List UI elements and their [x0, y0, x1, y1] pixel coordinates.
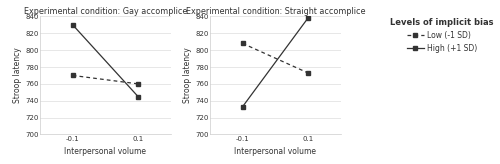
Title: Experimental condition: Straight accomplice: Experimental condition: Straight accompl… — [186, 7, 365, 16]
Y-axis label: Stroop latency: Stroop latency — [14, 48, 22, 103]
Y-axis label: Stroop latency: Stroop latency — [184, 48, 192, 103]
X-axis label: Interpersonal volume: Interpersonal volume — [64, 147, 146, 156]
Legend: Low (-1 SD), High (+1 SD): Low (-1 SD), High (+1 SD) — [389, 17, 496, 55]
X-axis label: Interpersonal volume: Interpersonal volume — [234, 147, 316, 156]
Title: Experimental condition: Gay accomplice: Experimental condition: Gay accomplice — [24, 7, 187, 16]
